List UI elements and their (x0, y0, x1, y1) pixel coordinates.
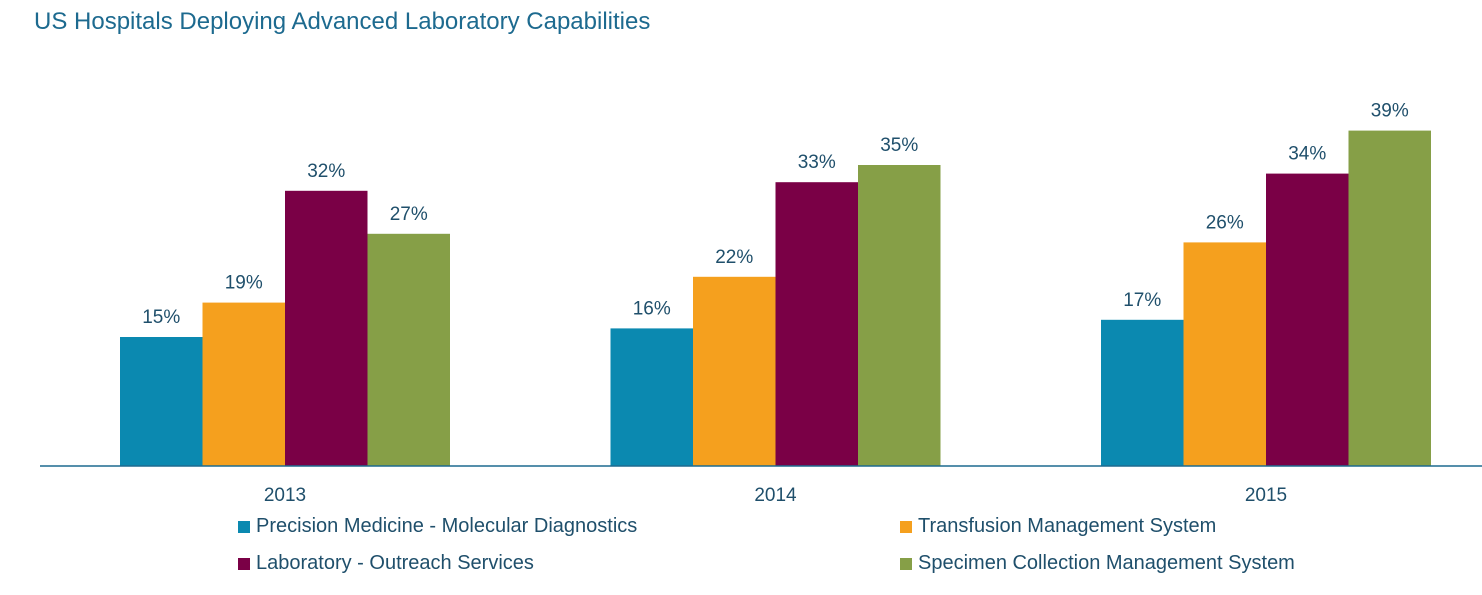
bar-2015-series-3 (1348, 130, 1431, 466)
bar-2013-series-0 (120, 337, 203, 466)
bar-2013-series-1 (202, 302, 285, 466)
data-label-2015-series-2: 34% (1288, 144, 1326, 165)
bar-2015-series-0 (1101, 319, 1184, 466)
data-label-2013-series-2: 32% (307, 161, 345, 182)
bar-2014-series-1 (693, 276, 776, 466)
x-tick-label-2015: 2015 (1245, 485, 1287, 506)
data-label-2015-series-0: 17% (1123, 290, 1161, 311)
bar-2014-series-2 (775, 182, 858, 466)
data-label-2015-series-3: 39% (1371, 101, 1409, 122)
data-label-2013-series-3: 27% (390, 204, 428, 225)
data-label-2015-series-1: 26% (1206, 212, 1244, 233)
data-label-2014-series-0: 16% (633, 298, 671, 319)
chart-title: US Hospitals Deploying Advanced Laborato… (34, 8, 651, 35)
x-tick-label-2013: 2013 (264, 485, 306, 506)
bar-2015-series-1 (1183, 242, 1266, 466)
bar-2015-series-2 (1266, 173, 1349, 466)
data-label-2013-series-0: 15% (142, 307, 180, 328)
data-label-2014-series-2: 33% (798, 152, 836, 173)
data-label-2014-series-1: 22% (715, 247, 753, 268)
bar-2013-series-2 (285, 190, 368, 467)
data-label-2014-series-3: 35% (880, 135, 918, 156)
x-tick-label-2014: 2014 (754, 485, 797, 506)
bar-2013-series-3 (367, 233, 450, 466)
bar-2014-series-3 (858, 165, 941, 466)
data-label-2013-series-1: 19% (225, 273, 263, 294)
bar-2014-series-0 (610, 328, 693, 466)
